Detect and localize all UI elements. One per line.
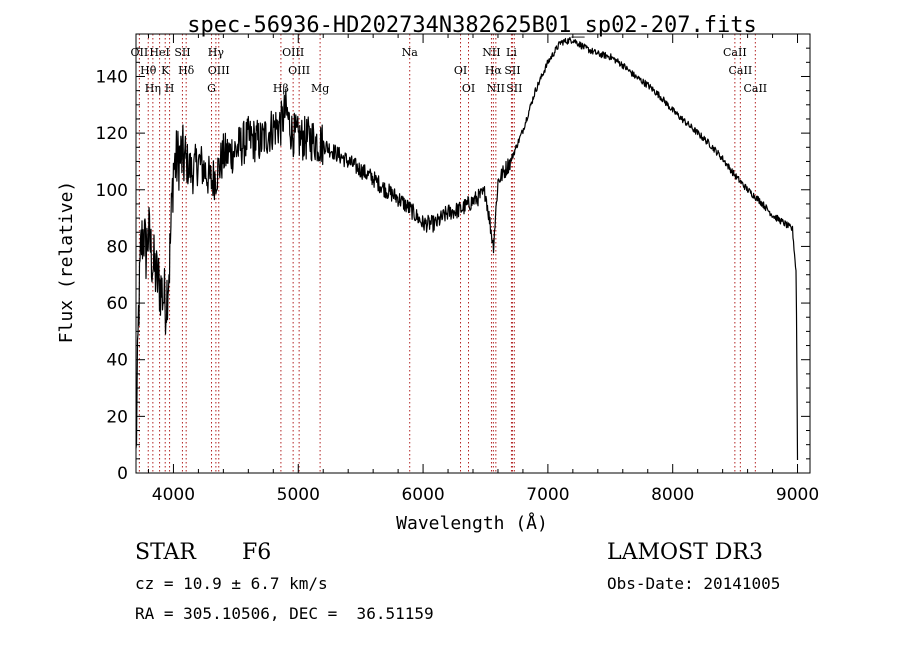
line-marker-label: OII: [131, 46, 149, 59]
line-marker-label: CaII: [729, 64, 753, 77]
y-tick-label: 140: [96, 67, 128, 87]
observation-date: Obs-Date: 20141005: [607, 574, 781, 593]
line-marker-label: Hβ: [273, 82, 289, 95]
spectrum-series-line: [135, 36, 799, 461]
line-marker-label: Hδ: [178, 64, 195, 77]
x-tick-label: 4000: [152, 485, 195, 505]
line-marker-label: SII: [174, 46, 190, 59]
line-markers: [138, 34, 756, 473]
spectrum-chart: spec-56936-HD202734N382625B01_sp02-207.f…: [56, 13, 819, 534]
y-axis-label: Flux (relative): [56, 181, 77, 344]
y-axis-ticks: 0 20 40 60 80 100 120 140: [96, 47, 810, 484]
y-tick-label: 60: [106, 294, 128, 314]
redshift-velocity: cz = 10.9 ± 6.7 km/s: [135, 574, 328, 593]
survey-name: LAMOST DR3: [607, 540, 763, 565]
object-class: STAR: [135, 540, 196, 565]
x-tick-label: 9000: [776, 485, 819, 505]
y-tick-label: 120: [96, 124, 128, 144]
line-marker-label: SII: [506, 82, 522, 95]
x-tick-label: 7000: [526, 485, 569, 505]
line-marker-label: K: [161, 64, 170, 77]
x-tick-label: 6000: [401, 485, 444, 505]
line-marker-label: OIII: [288, 64, 310, 77]
x-tick-label: 8000: [651, 485, 694, 505]
y-tick-label: 80: [106, 237, 128, 257]
y-tick-label: 0: [117, 464, 128, 484]
line-marker-label: OI: [462, 82, 475, 95]
x-axis-ticks: 4000 5000 6000 7000 8000 9000: [147, 34, 819, 505]
line-marker-label: OIII: [208, 64, 230, 77]
object-subclass: F6: [242, 540, 272, 565]
y-tick-label: 20: [106, 407, 128, 427]
line-marker-label: H: [165, 82, 175, 95]
line-marker-label: Hα: [485, 64, 503, 77]
y-tick-label: 40: [106, 351, 128, 371]
x-axis-label: Wavelength (Å): [396, 512, 548, 534]
line-marker-label: Hθ: [140, 64, 157, 77]
line-marker-label: HeI: [149, 46, 169, 59]
line-marker-label: NII: [487, 82, 505, 95]
line-marker-label: Li: [506, 46, 517, 59]
line-marker-label: Hη: [145, 82, 161, 95]
sky-coordinates: RA = 305.10506, DEC = 36.51159: [135, 604, 434, 623]
line-marker-label: NII: [482, 46, 500, 59]
line-marker-label: CaII: [743, 82, 767, 95]
line-marker-label: OI: [454, 64, 467, 77]
plot-frame: [135, 33, 811, 474]
line-marker-label: SII: [504, 64, 520, 77]
line-marker-label: Hγ: [208, 46, 225, 59]
line-marker-label: OIII: [282, 46, 304, 59]
line-marker-label: Na: [402, 46, 419, 59]
line-marker-label: Mg: [311, 82, 329, 95]
x-tick-label: 5000: [277, 485, 320, 505]
line-marker-label: CaII: [723, 46, 747, 59]
line-marker-label: G: [207, 82, 216, 95]
y-tick-label: 100: [96, 181, 128, 201]
line-marker-labels: OIIHθHηHeIKHSIIHδGHγOIIIHβOIIIOIIIMgNaOI…: [131, 46, 768, 95]
